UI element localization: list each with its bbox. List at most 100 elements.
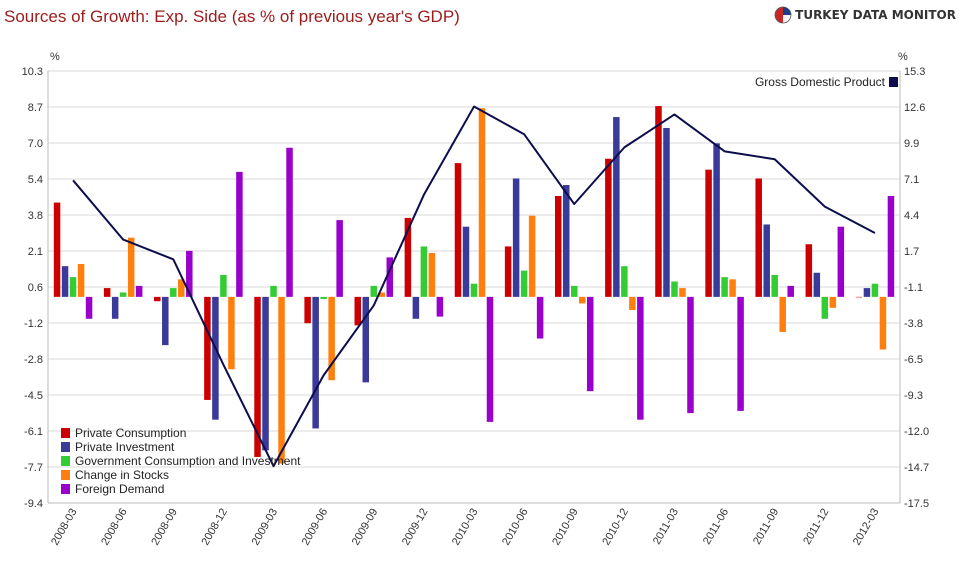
bar (204, 296, 211, 400)
y-left-tick: 10.3 (22, 66, 43, 78)
bar (787, 285, 794, 297)
bar (320, 296, 327, 300)
x-tick-label: 2011-03 (651, 507, 681, 547)
bar (135, 285, 143, 297)
bar (270, 285, 277, 297)
legend-label: Government Consumption and Investment (75, 454, 301, 468)
bar (186, 250, 193, 297)
y-left-tick: -6.1 (24, 426, 43, 438)
y-right-tick: 15.3 (904, 66, 925, 78)
bar (228, 296, 235, 370)
x-tick-label: 2010-06 (500, 507, 531, 548)
x-tick-label: 2010-03 (450, 507, 481, 548)
y-right-tick: -1.1 (904, 282, 923, 294)
legend-label: Private Consumption (75, 426, 186, 440)
bar (755, 178, 762, 297)
bar (536, 296, 544, 339)
axes: 10.3 15.3 8.7 12.6 7.0 9.9 5.4 7.1 3.8 4.4 2.1 1.7 0… (22, 51, 930, 510)
bar (154, 296, 161, 302)
bar (771, 274, 778, 297)
x-axis-labels: 2008-03 2008-06 2008-09 2008-12 2009-03 2009-… (49, 507, 881, 548)
bar (262, 296, 269, 451)
bar (436, 296, 444, 317)
bar (805, 244, 813, 297)
x-tick-label: 2008-06 (99, 507, 130, 548)
y-right-tick: -14.7 (904, 462, 929, 474)
bar (178, 279, 185, 297)
bar (821, 296, 829, 319)
bar (605, 158, 612, 297)
bar (520, 270, 528, 297)
bar (236, 171, 243, 297)
bar (111, 296, 119, 319)
legend-swatch (61, 442, 70, 452)
legend-gdp[interactable]: Gross Domestic Product (755, 75, 898, 89)
x-tick-label: 2010-12 (600, 507, 631, 548)
bar (61, 266, 69, 297)
legend-label: Change in Stocks (75, 468, 169, 482)
x-tick-label: 2008-09 (149, 507, 180, 548)
y-left-tick: 8.7 (28, 102, 43, 114)
x-tick-label: 2008-03 (49, 507, 80, 548)
y-right-tick: 12.6 (904, 102, 925, 114)
bar (554, 195, 562, 297)
bar (412, 296, 420, 319)
bar (528, 215, 536, 297)
x-tick-label: 2009-12 (400, 507, 431, 548)
bar (69, 277, 77, 297)
bar (428, 253, 436, 297)
y-right-tick: 7.1 (904, 174, 919, 186)
bar (512, 178, 520, 297)
bar (887, 195, 895, 297)
bar (763, 224, 770, 297)
bar (470, 283, 478, 297)
bar (77, 263, 85, 297)
bar (829, 296, 837, 308)
bar (478, 108, 486, 297)
bar (85, 296, 93, 319)
bar (729, 279, 736, 297)
logo-text: TURKEY DATA MONITOR (795, 8, 956, 22)
legend-label: Private Investment (75, 440, 175, 454)
bar (629, 296, 636, 311)
y-left-tick: -9.4 (24, 498, 43, 510)
y-right-tick: -6.5 (904, 354, 923, 366)
bar-series (53, 106, 895, 464)
x-tick-label: 2012-03 (851, 507, 882, 548)
bar (613, 117, 620, 297)
legend-swatch (61, 456, 70, 466)
x-tick-label: 2011-12 (801, 507, 831, 547)
y-right-unit: % (898, 51, 908, 63)
brand-logo: TURKEY DATA MONITOR (774, 6, 956, 24)
gdp-line-series (72, 105, 876, 468)
bar (663, 128, 670, 297)
bar (837, 226, 845, 297)
y-left-tick: 2.1 (28, 246, 43, 258)
bar (737, 296, 744, 411)
bar (813, 272, 821, 297)
legend-label: Foreign Demand (75, 482, 164, 496)
y-right-tick: -12.0 (904, 426, 929, 438)
bar (354, 296, 362, 326)
bar (578, 296, 586, 304)
bar (328, 296, 335, 381)
bar (570, 285, 578, 297)
y-left-tick: -7.7 (24, 462, 43, 474)
bar (378, 292, 386, 297)
y-right-tick: 9.9 (904, 138, 919, 150)
x-tick-label: 2009-03 (250, 507, 281, 548)
bar (170, 288, 177, 297)
bar (127, 237, 135, 297)
bar (462, 226, 470, 297)
bar (637, 296, 644, 420)
bar (454, 163, 462, 297)
bar (312, 296, 319, 429)
legend-swatch (61, 428, 70, 438)
legend-swatch (61, 484, 70, 494)
bar (655, 106, 662, 297)
bar (486, 296, 494, 422)
bar (103, 288, 111, 297)
bar (370, 285, 378, 297)
